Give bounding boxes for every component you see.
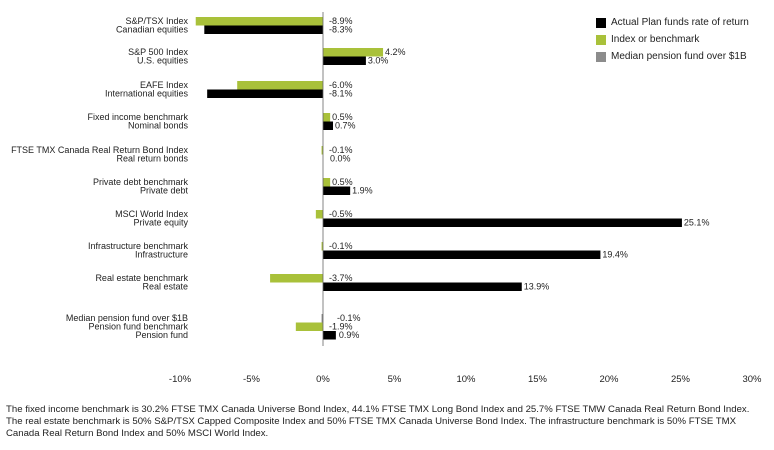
bar-benchmark [323,113,331,122]
legend-label: Index or benchmark [611,34,700,45]
bar-actual [323,331,336,340]
x-tick-label: 15% [528,374,548,385]
category-label: S&P/TSX Index [125,16,188,26]
bar-actual [207,89,323,98]
x-tick-label: -10% [169,374,192,385]
legend-swatch [596,34,606,45]
value-label: -0.1% [329,241,353,251]
x-tick-label: 10% [456,374,476,385]
legend-label: Actual Plan funds rate of return [611,17,749,28]
bar-actual [323,250,601,259]
value-label: 0.7% [335,121,356,131]
category-label: MSCI World Index [115,209,188,219]
value-label: 0.0% [330,154,351,164]
value-label: 4.2% [385,47,406,57]
category-label: EAFE Index [140,80,189,90]
category-label: International equities [105,89,189,99]
value-label: -8.1% [329,89,353,99]
value-label: 1.9% [352,186,373,196]
x-tick-label: 0% [316,374,330,385]
category-label: Median pension fund over $1B [66,313,188,323]
value-label: 0.5% [332,112,353,122]
bar-benchmark [270,274,323,283]
value-label: -8.3% [329,25,353,35]
value-label: 0.5% [332,177,353,187]
value-label: -3.7% [329,273,353,283]
x-tick-label: 30% [742,374,762,385]
bar-benchmark [295,322,323,331]
bar-benchmark [315,210,323,219]
value-label: -8.9% [329,16,353,26]
category-label: Real estate [142,282,188,292]
x-tick-label: 5% [388,374,402,385]
bar-benchmark [321,242,324,251]
bar-actual [323,56,366,65]
bar-actual [323,218,682,227]
category-label: Nominal bonds [128,121,189,131]
legend-swatch [596,51,606,62]
value-label: -0.5% [329,209,353,219]
category-label: Infrastructure benchmark [88,241,189,251]
bar-benchmark [321,146,324,155]
chart-legend: Actual Plan funds rate of return Index or… [596,14,749,65]
category-label: U.S. equities [137,56,189,66]
bar-median [321,314,324,323]
category-label: Canadian equities [116,25,189,35]
value-label: 0.9% [339,330,360,340]
x-tick-label: 20% [599,374,619,385]
bar-actual [204,25,323,34]
value-label: 13.9% [524,282,550,292]
value-label: 25.1% [684,218,710,228]
category-label: Fixed income benchmark [87,112,188,122]
legend-swatch [596,17,606,28]
x-tick-label: 25% [671,374,691,385]
legend-item: Median pension fund over $1B [596,48,749,65]
category-label: Private equity [133,218,188,228]
value-label: -0.1% [337,313,361,323]
legend-item: Index or benchmark [596,31,749,48]
legend-item: Actual Plan funds rate of return [596,14,749,31]
value-label: -0.1% [329,145,353,155]
value-label: 19.4% [602,250,628,260]
category-label: Infrastructure [135,250,188,260]
bar-benchmark [323,178,331,187]
bar-chart: S&P/TSX Index -8.9% Canadian equities -8.3%… [11,12,762,385]
bar-actual [323,121,334,130]
category-label: Private debt benchmark [93,177,189,187]
category-label: FTSE TMX Canada Real Return Bond Index [11,145,188,155]
category-label: S&P 500 Index [128,47,188,57]
legend-label: Median pension fund over $1B [611,51,747,62]
category-label: Private debt [140,186,189,196]
bar-actual [323,282,522,291]
value-label: -1.9% [329,322,353,332]
x-tick-label: -5% [243,374,260,385]
category-label: Pension fund benchmark [88,322,188,332]
bar-benchmark [237,81,323,90]
bar-benchmark [323,48,384,57]
value-label: 3.0% [368,56,389,66]
value-label: -6.0% [329,80,353,90]
category-label: Real return bonds [116,154,188,164]
category-label: Real estate benchmark [95,273,188,283]
chart-footnote: The fixed income benchmark is 30.2% FTSE… [6,404,750,439]
bar-benchmark [195,17,323,26]
bar-actual [323,186,351,195]
category-label: Pension fund [135,330,188,340]
